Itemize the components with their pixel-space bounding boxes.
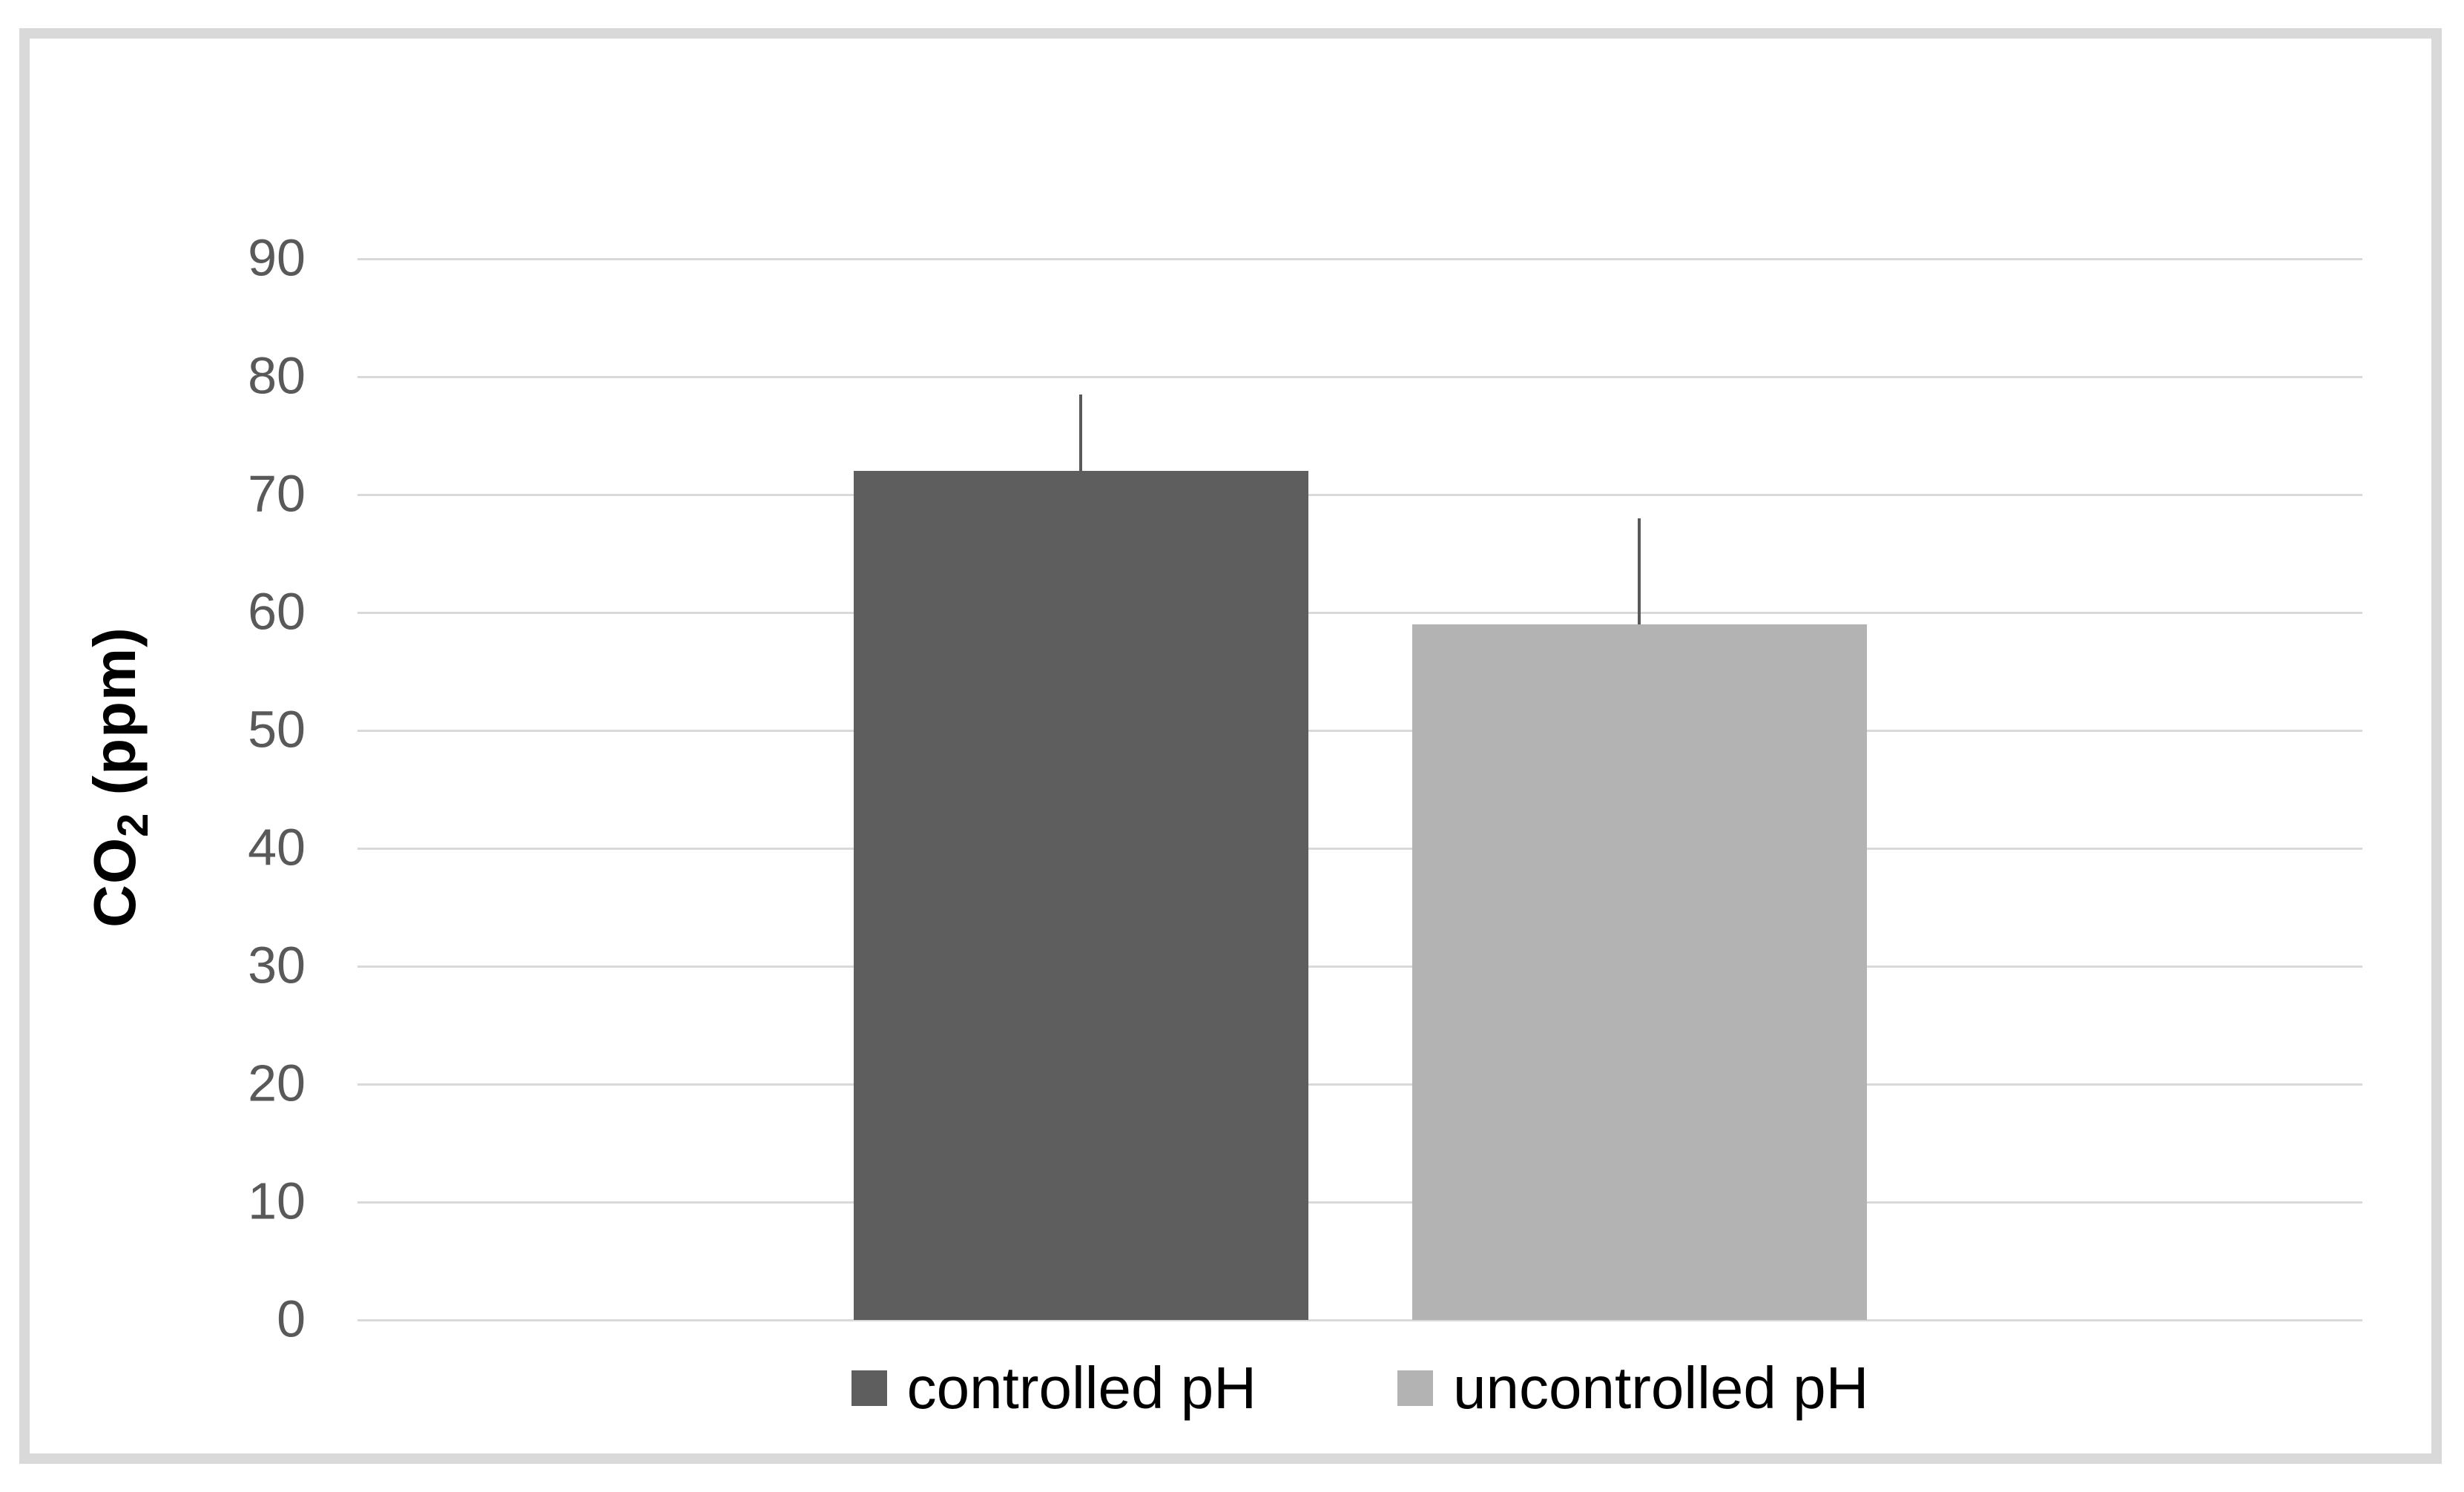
- error-bar-controlled-ph: [1079, 394, 1082, 472]
- chart-border-frame: [19, 28, 2442, 1464]
- gridline-20: [358, 1083, 2362, 1086]
- gridline-10: [358, 1201, 2362, 1204]
- y-tick-label-90: 90: [248, 228, 306, 287]
- y-axis-title: CO2 (ppm): [81, 627, 157, 928]
- bar-uncontrolled-ph: [1411, 624, 1867, 1320]
- gridline-90: [358, 257, 2362, 260]
- legend-item-uncontrolled-ph: uncontrolled pH: [1397, 1359, 1868, 1418]
- legend-item-controlled-ph: controlled pH: [851, 1359, 1256, 1418]
- y-tick-label-70: 70: [248, 464, 306, 523]
- y-axis-title-unit: (ppm): [82, 627, 148, 813]
- y-tick-label-50: 50: [248, 700, 306, 759]
- y-tick-label-80: 80: [248, 346, 306, 405]
- y-axis-title-subscript: 2: [109, 812, 157, 837]
- y-tick-label-40: 40: [248, 818, 306, 877]
- legend-label: controlled pH: [906, 1355, 1256, 1421]
- y-tick-label-10: 10: [248, 1172, 306, 1230]
- gridline-70: [358, 493, 2362, 496]
- legend: controlled pH uncontrolled pH: [358, 1359, 2362, 1418]
- legend-swatch-icon: [1397, 1370, 1433, 1406]
- y-tick-label-30: 30: [248, 936, 306, 994]
- legend-label: uncontrolled pH: [1453, 1355, 1869, 1421]
- y-tick-label-20: 20: [248, 1054, 306, 1112]
- gridline-60: [358, 611, 2362, 614]
- bar-controlled-ph: [853, 471, 1308, 1320]
- y-axis-title-main: CO: [82, 836, 148, 928]
- gridline-40: [358, 847, 2362, 850]
- gridline-50: [358, 729, 2362, 732]
- gridline-0: [358, 1318, 2362, 1321]
- legend-swatch-icon: [851, 1370, 887, 1406]
- error-bar-uncontrolled-ph: [1638, 518, 1641, 624]
- gridline-30: [358, 965, 2362, 968]
- y-tick-label-0: 0: [277, 1290, 306, 1348]
- y-tick-label-60: 60: [248, 582, 306, 641]
- gridline-80: [358, 375, 2362, 378]
